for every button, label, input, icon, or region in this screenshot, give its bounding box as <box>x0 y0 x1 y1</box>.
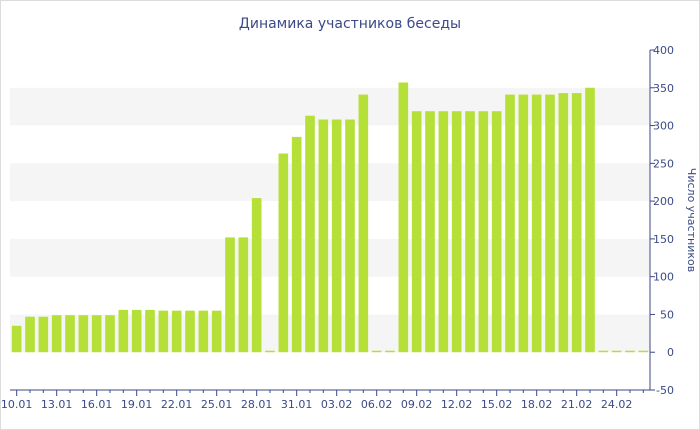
x-tick-label: 22.01 <box>161 398 193 411</box>
bar <box>105 315 115 353</box>
y-axis-label: Число участников <box>685 168 698 272</box>
bar <box>51 315 62 353</box>
y-tick-label: 100 <box>653 271 674 284</box>
bar <box>225 237 235 353</box>
bar <box>465 111 475 353</box>
bar <box>185 310 195 353</box>
bar <box>278 153 289 353</box>
y-tick-label: 50 <box>660 308 674 321</box>
bar <box>545 94 555 353</box>
bar <box>611 350 622 353</box>
bar <box>78 315 89 353</box>
x-tick-label: 28.01 <box>241 398 273 411</box>
bar <box>25 316 35 353</box>
bar <box>638 350 649 353</box>
x-tick-label: 09.02 <box>401 398 433 411</box>
bar <box>358 94 369 353</box>
bar <box>425 111 435 353</box>
bar <box>305 115 315 353</box>
bar <box>385 350 395 353</box>
bar <box>451 111 462 353</box>
x-tick-label: 10.01 <box>1 398 33 411</box>
bar <box>491 111 502 353</box>
bar <box>518 94 529 353</box>
bar <box>585 87 595 353</box>
y-tick-label: 350 <box>653 82 674 95</box>
bar <box>265 350 275 353</box>
grid-band <box>10 314 650 353</box>
x-axis: 10.01 13.01 16.01 19.01 22.01 25.01 28.01 31.01… <box>1 389 650 411</box>
x-tick-label: 16.01 <box>81 398 113 411</box>
x-tick-label: 06.02 <box>361 398 393 411</box>
bar <box>625 350 635 353</box>
x-tick-label: 25.01 <box>201 398 233 411</box>
bar <box>318 119 329 353</box>
bar <box>531 94 542 353</box>
bar <box>478 111 489 353</box>
bar <box>251 198 262 353</box>
y-tick-label: -50 <box>656 384 674 397</box>
x-tick-label: 31.01 <box>281 398 313 411</box>
x-tick-label: 24.02 <box>601 398 633 411</box>
x-tick-label: 03.02 <box>321 398 353 411</box>
chart-title: Динамика участников беседы <box>239 16 461 32</box>
bar <box>118 309 129 353</box>
bar <box>131 309 142 353</box>
bar <box>505 94 515 353</box>
grid-bands <box>10 87 650 353</box>
y-tick-label: 300 <box>653 120 674 133</box>
grid-band <box>10 163 650 202</box>
bar <box>371 350 382 353</box>
y-tick-label: 0 <box>667 346 674 359</box>
bar <box>38 316 49 353</box>
bar <box>238 237 249 353</box>
grid-band <box>10 87 650 126</box>
y-tick-label: 400 <box>653 44 674 57</box>
bar <box>198 310 209 353</box>
x-tick-label: 12.02 <box>441 398 473 411</box>
y-tick-label: 250 <box>653 157 674 170</box>
bar <box>145 309 155 353</box>
bar <box>91 315 102 353</box>
bar <box>291 136 302 353</box>
y-tick-label: 200 <box>653 195 674 208</box>
x-tick-label: 13.01 <box>41 398 73 411</box>
bar <box>211 310 222 353</box>
bar <box>171 310 182 353</box>
bars-group <box>11 82 649 353</box>
bar <box>331 119 342 353</box>
bar <box>158 310 169 353</box>
y-tick-label: 150 <box>653 233 674 246</box>
bar <box>438 111 449 353</box>
bar <box>11 325 22 353</box>
bar <box>398 82 409 353</box>
bar <box>598 350 609 353</box>
x-tick-label: 15.02 <box>481 398 513 411</box>
x-tick-label: 18.02 <box>521 398 553 411</box>
y-axis: -50 0 50 100 150 200 250 300 350 400 <box>649 44 674 397</box>
grid-band <box>10 238 650 277</box>
x-tick-label: 21.02 <box>561 398 593 411</box>
bar <box>411 111 422 353</box>
bar <box>571 93 582 353</box>
bar <box>65 315 75 353</box>
x-tick-label: 19.01 <box>121 398 153 411</box>
bar <box>558 93 569 353</box>
bar <box>345 119 355 353</box>
